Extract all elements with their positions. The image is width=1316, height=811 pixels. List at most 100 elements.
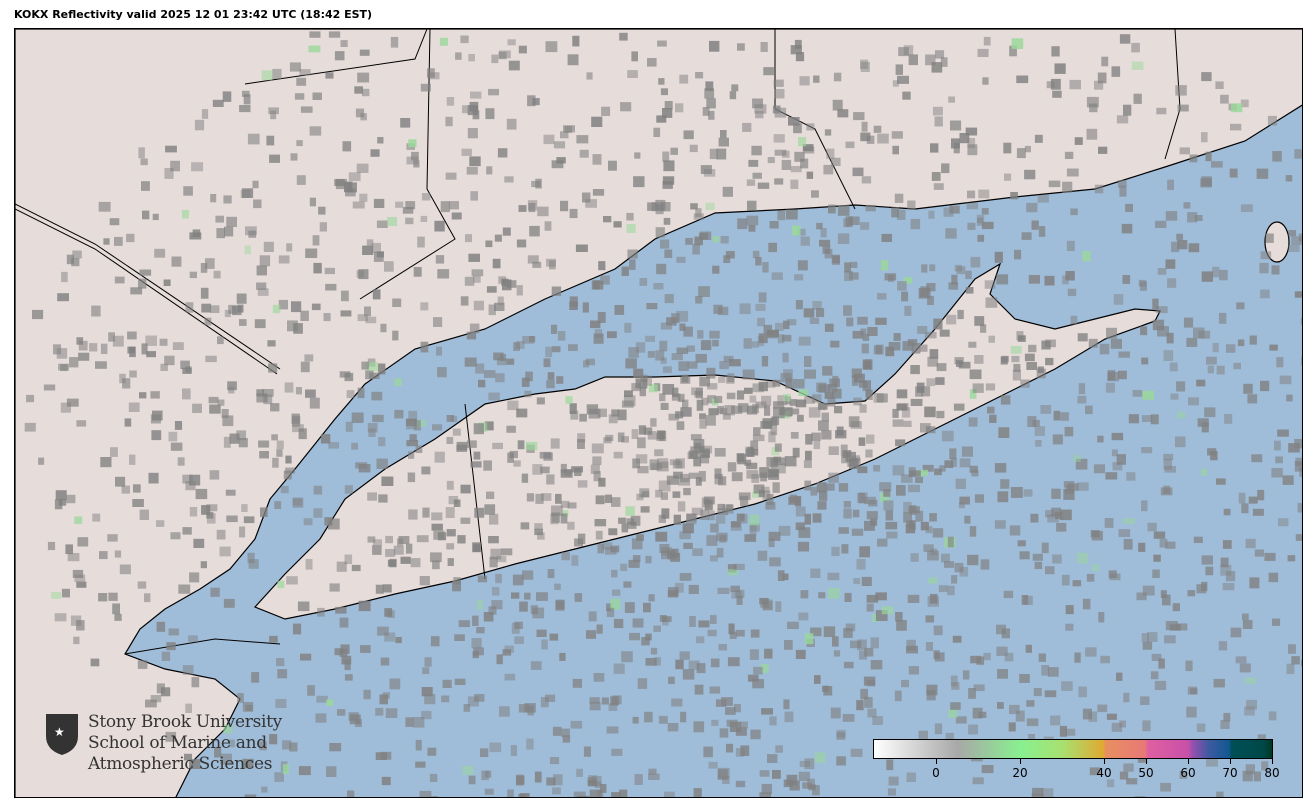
radar-echo (640, 374, 648, 383)
radar-echo (518, 205, 527, 212)
radar-echo (473, 300, 484, 311)
radar-echo (368, 428, 376, 437)
radar-echo (600, 275, 610, 285)
radar-echo (61, 588, 70, 598)
radar-echo (1187, 212, 1198, 223)
radar-echo (70, 615, 82, 626)
radar-map[interactable] (14, 28, 1303, 798)
radar-echo (637, 437, 646, 449)
radar-echo (989, 414, 997, 423)
radar-echo (376, 458, 388, 469)
radar-echo (802, 782, 812, 789)
radar-echo (54, 499, 63, 510)
radar-echo (795, 399, 807, 408)
radar-echo (698, 286, 710, 297)
radar-echo (1028, 734, 1035, 742)
radar-echo (953, 403, 965, 411)
radar-echo (644, 711, 653, 723)
radar-echo (1267, 115, 1277, 126)
radar-echo (683, 542, 693, 549)
radar-echo (514, 621, 523, 629)
radar-echo (594, 329, 603, 338)
radar-echo (926, 690, 936, 701)
radar-echo (971, 470, 979, 477)
radar-echo (731, 472, 743, 482)
radar-echo (646, 303, 658, 310)
radar-echo (932, 106, 943, 116)
radar-echo (685, 237, 693, 245)
radar-echo (57, 293, 69, 302)
radar-echo (769, 221, 779, 229)
radar-echo (761, 486, 770, 493)
radar-echo (1212, 342, 1219, 353)
radar-echo (864, 496, 876, 505)
radar-echo (851, 528, 864, 536)
radar-echo (743, 338, 752, 349)
radar-echo (1147, 632, 1158, 642)
radar-echo (448, 201, 459, 210)
radar-echo (1001, 628, 1010, 639)
radar-echo (965, 127, 978, 136)
radar-echo (165, 145, 177, 153)
radar-echo (129, 370, 137, 378)
radar-echo (921, 264, 928, 273)
radar-echo (579, 413, 587, 422)
radar-echo (432, 424, 443, 431)
colorbar-tick (1188, 759, 1189, 764)
radar-echo (931, 62, 943, 73)
radar-echo (468, 54, 475, 62)
radar-echo (550, 513, 559, 525)
radar-echo (466, 331, 477, 340)
radar-echo (344, 485, 353, 494)
radar-echo (719, 408, 728, 415)
radar-echo (1264, 552, 1276, 561)
radar-echo (850, 640, 862, 649)
radar-echo (744, 459, 752, 466)
radar-echo (326, 766, 337, 777)
radar-echo (600, 784, 607, 793)
radar-echo (168, 431, 178, 442)
radar-echo (278, 255, 290, 264)
radar-echo (516, 239, 527, 248)
radar-echo (427, 68, 435, 78)
radar-echo (918, 730, 928, 739)
radar-echo (318, 206, 326, 215)
radar-echo (1056, 522, 1067, 532)
radar-echo (969, 465, 978, 473)
radar-echo (408, 509, 418, 520)
radar-echo (200, 561, 207, 569)
radar-echo (527, 255, 539, 264)
radar-echo (178, 584, 191, 594)
radar-echo (114, 236, 123, 246)
radar-echo (667, 723, 679, 732)
radar-echo (245, 704, 253, 712)
radar-echo (772, 379, 781, 387)
radar-echo (223, 598, 235, 608)
radar-echo (946, 314, 957, 325)
radar-echo (780, 373, 792, 383)
radar-echo (535, 493, 544, 504)
radar-echo (712, 265, 720, 274)
radar-echo (795, 506, 806, 517)
radar-echo (755, 257, 762, 266)
radar-echo (359, 193, 368, 202)
radar-echo (464, 357, 477, 367)
radar-echo (740, 496, 749, 507)
radar-echo (269, 154, 280, 163)
radar-echo (707, 383, 718, 390)
radar-echo (853, 578, 861, 585)
radar-echo (695, 353, 707, 363)
radar-echo (639, 387, 646, 397)
radar-echo (256, 389, 265, 397)
radar-echo (300, 653, 312, 661)
radar-echo (813, 75, 820, 83)
radar-echo (936, 410, 945, 419)
radar-echo (468, 775, 476, 785)
radar-echo (1256, 168, 1269, 179)
radar-echo (951, 575, 958, 584)
radar-echo (598, 477, 606, 487)
radar-echo (821, 430, 832, 440)
radar-echo (236, 293, 247, 304)
radar-echo (621, 651, 633, 663)
radar-echo (526, 441, 538, 451)
